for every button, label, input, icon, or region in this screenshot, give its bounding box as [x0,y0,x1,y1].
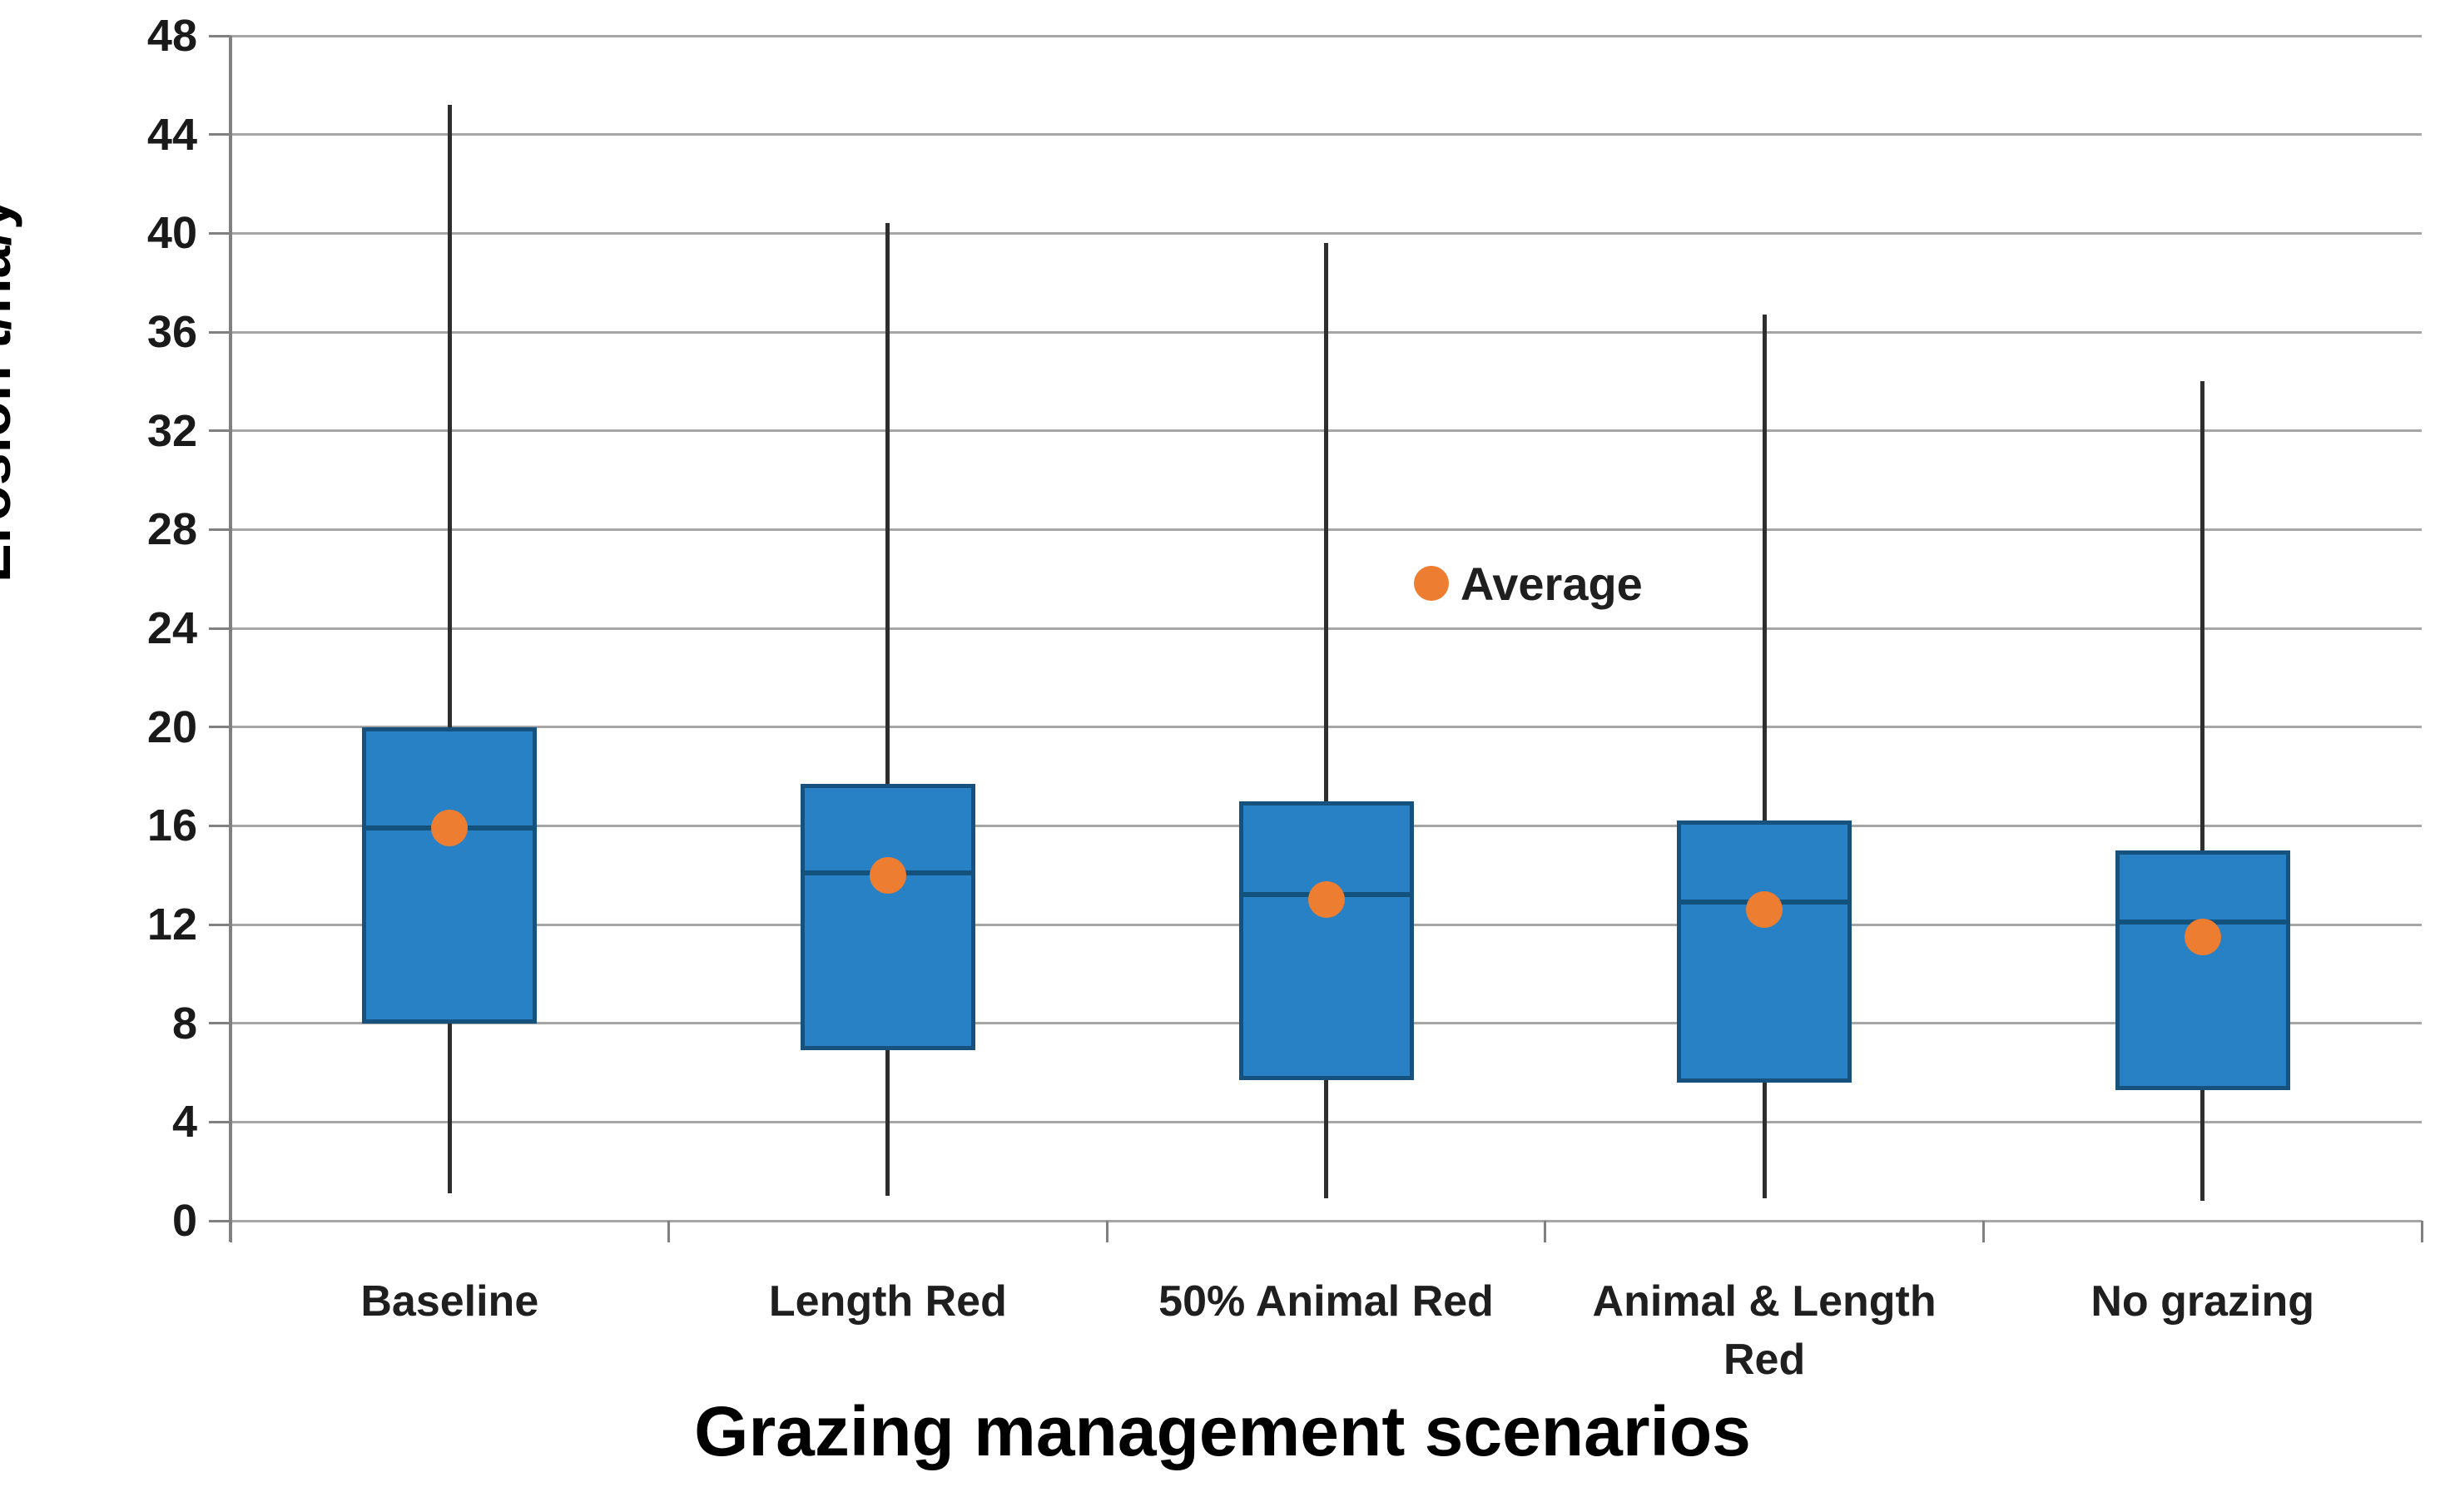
box [1238,801,1414,1080]
box [2115,850,2290,1090]
y-axis-tick [209,824,231,827]
y-axis-tick [209,133,231,136]
legend-label: Average [1460,557,1643,610]
x-axis-tick [1105,1221,1108,1242]
mean-dot [1307,881,1345,919]
y-axis-tick [209,429,231,433]
y-tick-label: 12 [146,900,197,949]
x-category-label: 50% Animal Red [1158,1277,1494,1326]
y-axis-tick [209,1219,231,1222]
y-axis-tick [209,231,231,235]
y-tick-label: 8 [171,998,197,1048]
y-tick-label: 16 [146,801,197,851]
gridline [231,34,2422,37]
box [800,783,975,1051]
y-axis-line [229,36,232,1242]
x-axis-tick [229,1221,232,1242]
y-tick-label: 32 [146,405,197,456]
gridline [231,133,2422,136]
box [1677,820,1852,1083]
mean-dot [869,856,906,894]
legend: Average [1413,557,1643,611]
box [362,726,538,1024]
y-tick-label: 24 [146,603,197,653]
whisker-line [1324,243,1328,1199]
x-axis-tick [667,1221,671,1242]
y-tick-label: 36 [146,307,197,357]
whisker-line [447,105,452,1194]
y-tick-label: 40 [146,208,197,259]
y-tick-label: 0 [171,1196,197,1246]
whisker-line [1762,315,1767,1199]
whisker-line [2200,381,2205,1202]
y-axis-tick [209,330,231,334]
x-axis-title: Grazing management scenarios [694,1392,1751,1470]
y-axis-tick [209,627,231,630]
y-tick-label: 4 [171,1097,197,1148]
y-tick-label: 28 [146,504,197,555]
x-axis-tick [2420,1221,2423,1242]
gridline [231,231,2422,235]
gridline [231,1219,2422,1222]
x-category-label: Animal & Length Red [1592,1277,1937,1385]
mean-dot [1746,891,1783,929]
y-axis-tick [209,726,231,729]
y-axis-tick [209,923,231,926]
x-category-label: No grazing [2090,1277,2315,1326]
y-axis-tick [209,1022,231,1025]
y-tick-label: 20 [146,701,197,752]
x-category-label: Length Red [768,1277,1007,1326]
y-axis-tick [209,34,231,37]
y-axis-tick [209,528,231,531]
mean-dot [431,810,469,847]
x-axis-tick [1981,1221,1985,1242]
y-tick-label: 44 [146,109,197,160]
whisker-line [885,223,890,1197]
mean-dot [2184,918,2221,955]
y-tick-label: 48 [146,11,197,61]
average-marker-icon [1413,566,1449,602]
x-axis-tick [1544,1221,1547,1242]
y-axis-tick [209,1120,231,1123]
x-category-label: Baseline [360,1277,539,1326]
